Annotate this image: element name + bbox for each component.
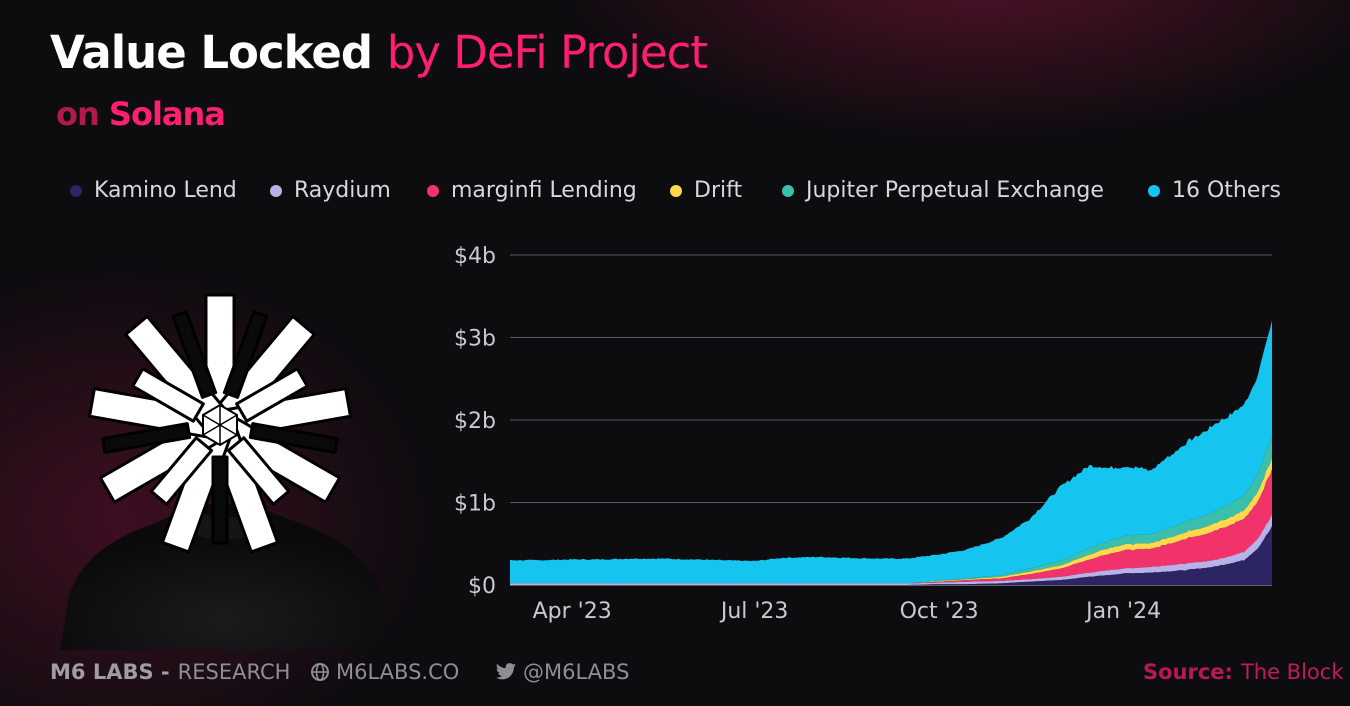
legend-label: Drift	[694, 178, 743, 203]
y-tick-label: $2b	[454, 409, 496, 434]
chart-legend: Kamino Lend Raydium marginfi Lending Dri…	[70, 178, 1320, 206]
legend-label: marginfi Lending	[451, 178, 637, 203]
x-tick-label: Apr '23	[533, 599, 612, 624]
title-part-2: by DeFi Project	[386, 26, 708, 79]
legend-label: Kamino Lend	[94, 178, 237, 203]
legend-label: Raydium	[294, 178, 391, 203]
title-part-1: Value Locked	[50, 26, 373, 79]
x-tick-label: Jul '23	[719, 599, 789, 624]
footer-website[interactable]: M6LABS.CO	[310, 660, 459, 684]
subtitle-part-1: on	[56, 95, 100, 133]
y-tick-label: $0	[468, 574, 496, 599]
brand-name: M6 LABS -	[50, 660, 170, 684]
legend-swatch	[70, 184, 82, 197]
footer-source: Source: The Block	[1143, 660, 1343, 684]
y-tick-label: $4b	[454, 244, 496, 269]
twitter-handle[interactable]: @M6LABS	[523, 660, 630, 684]
x-tick-label: Jan '24	[1084, 599, 1161, 624]
legend-item-jupiter-perpetual-exchange: Jupiter Perpetual Exchange	[782, 178, 1104, 203]
legend-swatch	[1148, 184, 1160, 197]
footer-twitter[interactable]: @M6LABS	[495, 660, 629, 684]
twitter-bird-icon	[495, 663, 517, 680]
legend-item-drift: Drift	[670, 178, 742, 203]
x-tick-label: Oct '23	[900, 599, 979, 624]
subtitle-part-2: Solana	[108, 95, 226, 133]
legend-item-kamino-lend: Kamino Lend	[70, 178, 237, 203]
footer-brand: M6 LABS - RESEARCH	[50, 660, 290, 684]
legend-item-16-others: 16 Others	[1148, 178, 1281, 203]
legend-item-raydium: Raydium	[270, 178, 391, 203]
globe-icon	[311, 663, 329, 681]
y-tick-label: $1b	[454, 492, 496, 517]
mascot-star-head-icon	[60, 293, 390, 650]
area-layer	[510, 320, 1272, 585]
torso-shape	[60, 503, 390, 650]
area-series-16-others	[510, 320, 1272, 584]
y-tick-label: $3b	[454, 327, 496, 352]
axis-layer: $0 $1b $2b $3b $4b Apr '23 Jul '23 Oct '23 Jan '…	[454, 244, 1161, 624]
source-label: Source:	[1143, 660, 1233, 684]
legend-item-marginfi-lending: marginfi Lending	[427, 178, 637, 203]
source-value: The Block	[1240, 660, 1344, 684]
legend-swatch	[270, 184, 282, 197]
brand-division: RESEARCH	[177, 660, 291, 684]
legend-swatch	[427, 184, 439, 197]
chart-title: Value Locked by DeFi Project	[50, 26, 708, 79]
area-series-kamino-lend	[510, 526, 1272, 585]
chart-subtitle: on Solana	[56, 95, 226, 133]
stacked-area-chart: $0 $1b $2b $3b $4b Apr '23 Jul '23 Oct '23 Jan '…	[454, 244, 1272, 624]
legend-swatch	[782, 184, 794, 197]
legend-label: Jupiter Perpetual Exchange	[806, 178, 1104, 203]
legend-label: 16 Others	[1172, 178, 1281, 203]
star-emblem	[88, 293, 352, 554]
website-link[interactable]: M6LABS.CO	[336, 660, 460, 684]
legend-swatch	[670, 184, 682, 197]
footer: M6 LABS - RESEARCH M6LABS.CO @M6LABS Sou…	[0, 656, 1350, 696]
